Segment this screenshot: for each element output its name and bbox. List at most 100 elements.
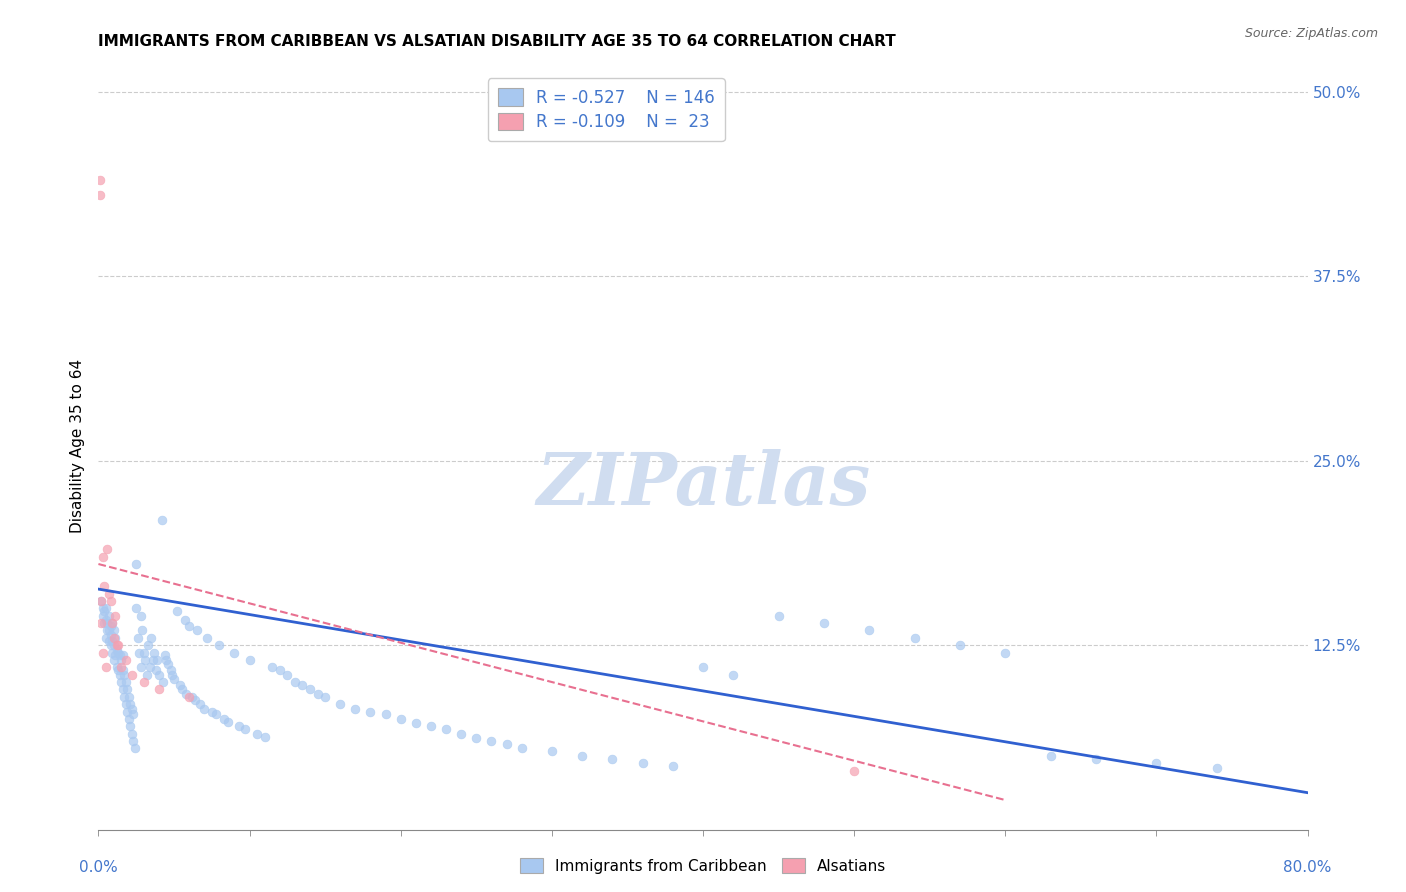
Point xyxy=(299,682,322,697)
Point xyxy=(132,675,155,690)
Point xyxy=(105,660,128,674)
Point xyxy=(90,594,112,608)
Point xyxy=(205,707,228,722)
Point xyxy=(93,579,115,593)
Point xyxy=(170,682,193,697)
Point xyxy=(104,648,127,663)
Point xyxy=(142,653,165,667)
Point xyxy=(111,682,134,697)
Point xyxy=(143,646,166,660)
Point xyxy=(224,646,246,660)
Point xyxy=(91,646,114,660)
Point xyxy=(1085,752,1108,766)
Point xyxy=(405,716,427,731)
Point xyxy=(146,653,169,667)
Point xyxy=(195,631,218,645)
Point xyxy=(98,586,121,600)
Point xyxy=(208,638,231,652)
Point xyxy=(120,719,142,733)
Point xyxy=(93,604,115,618)
Point xyxy=(128,646,150,660)
Point xyxy=(110,660,132,674)
Point xyxy=(101,615,124,630)
Point xyxy=(118,712,141,726)
Point xyxy=(121,726,143,740)
Point xyxy=(103,631,125,645)
Point xyxy=(122,734,145,748)
Point xyxy=(105,642,128,657)
Point xyxy=(540,744,562,758)
Point xyxy=(108,648,131,663)
Point xyxy=(121,667,143,681)
Point xyxy=(104,631,127,645)
Text: Source: ZipAtlas.com: Source: ZipAtlas.com xyxy=(1244,27,1378,40)
Point xyxy=(661,759,683,773)
Point xyxy=(602,752,624,766)
Point xyxy=(420,719,443,733)
Point xyxy=(139,660,162,674)
Point xyxy=(98,608,121,623)
Point xyxy=(96,624,118,638)
Point xyxy=(374,707,396,722)
Point xyxy=(481,734,503,748)
Point xyxy=(217,714,239,729)
Point xyxy=(94,613,117,627)
Point xyxy=(184,692,207,706)
Point xyxy=(108,667,131,681)
Point xyxy=(389,712,412,726)
Point xyxy=(166,604,188,618)
Point xyxy=(107,638,129,652)
Point xyxy=(179,690,201,704)
Point xyxy=(100,594,122,608)
Point xyxy=(100,628,122,642)
Point xyxy=(201,705,224,719)
Point xyxy=(145,663,167,677)
Point xyxy=(129,608,152,623)
Point xyxy=(1144,756,1167,771)
Point xyxy=(239,653,262,667)
Point xyxy=(434,723,457,737)
Text: IMMIGRANTS FROM CARIBBEAN VS ALSATIAN DISABILITY AGE 35 TO 64 CORRELATION CHART: IMMIGRANTS FROM CARIBBEAN VS ALSATIAN DI… xyxy=(98,34,896,49)
Point xyxy=(114,697,136,711)
Point xyxy=(495,737,517,751)
Point xyxy=(132,646,155,660)
Point xyxy=(571,748,593,763)
Point xyxy=(136,638,159,652)
Point xyxy=(186,624,208,638)
Text: ZIPatlas: ZIPatlas xyxy=(536,449,870,520)
Point xyxy=(115,682,138,697)
Point xyxy=(162,667,184,681)
Point xyxy=(329,697,352,711)
Point xyxy=(101,615,124,630)
Point xyxy=(246,726,269,740)
Point xyxy=(344,701,367,715)
Point xyxy=(98,624,121,638)
Text: 80.0%: 80.0% xyxy=(1284,860,1331,874)
Point xyxy=(768,608,790,623)
Point xyxy=(631,756,654,771)
Point xyxy=(104,608,127,623)
Point xyxy=(122,707,145,722)
Text: 0.0%: 0.0% xyxy=(79,860,118,874)
Point xyxy=(813,615,835,630)
Point xyxy=(96,615,118,630)
Point xyxy=(276,667,298,681)
Point xyxy=(844,764,866,778)
Point xyxy=(93,615,115,630)
Point xyxy=(262,660,284,674)
Point xyxy=(307,687,329,701)
Point xyxy=(110,675,132,690)
Point xyxy=(107,663,129,677)
Point xyxy=(90,594,112,608)
Point xyxy=(94,631,117,645)
Point xyxy=(152,675,174,690)
Point xyxy=(148,667,170,681)
Point xyxy=(465,731,488,745)
Point xyxy=(134,653,156,667)
Y-axis label: Disability Age 35 to 64: Disability Age 35 to 64 xyxy=(69,359,84,533)
Point xyxy=(111,648,134,663)
Point xyxy=(118,690,141,704)
Point xyxy=(101,646,124,660)
Point xyxy=(120,697,142,711)
Point xyxy=(233,723,256,737)
